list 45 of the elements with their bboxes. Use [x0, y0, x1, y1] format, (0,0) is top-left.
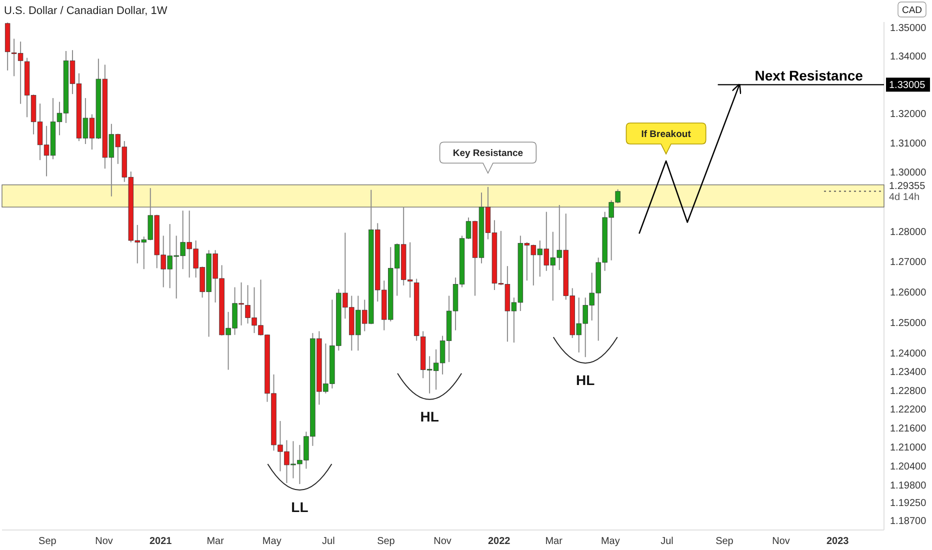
annotation: Key Resistance [452, 148, 524, 160]
y-tick-label: 1.21000 [890, 442, 927, 454]
y-tick-label: 1.19800 [890, 480, 927, 492]
y-tick-label: 1.30000 [890, 168, 927, 179]
y-tick-label: 1.24000 [890, 348, 927, 360]
x-tick-label: Nov [95, 536, 113, 547]
y-tick-label: 1.26000 [890, 287, 927, 298]
x-tick-label: Mar [545, 536, 564, 547]
x-tick-label: May [262, 536, 282, 547]
x-tick-label: Nov [434, 536, 452, 547]
x-tick-label: Jul [322, 536, 335, 547]
annotation: HL [576, 372, 596, 388]
x-tick-label: Mar [206, 536, 225, 547]
y-tick-label: 1.22800 [890, 386, 927, 397]
text: CAD [902, 5, 922, 16]
ref-line-label: 1.29355 [889, 181, 926, 192]
x-tick-label: 2021 [149, 536, 172, 547]
x-tick-label: Jul [660, 536, 674, 547]
x-tick-label: 2022 [488, 536, 511, 547]
y-tick-label: 1.23400 [890, 367, 927, 378]
x-tick-label: Nov [772, 536, 790, 547]
x-tick-label: May [600, 536, 620, 547]
annotation: If Breakout [641, 128, 692, 140]
y-tick-label: 1.25000 [890, 318, 927, 329]
y-tick-label: 1.21600 [890, 423, 927, 434]
text: 4d 14h [889, 192, 920, 204]
annotation: LL [291, 499, 309, 516]
x-tick-label: Sep [716, 536, 734, 547]
x-tick-label: 2023 [826, 536, 850, 547]
x-tick-label: Sep [377, 536, 396, 547]
y-tick-label: 1.34000 [890, 52, 927, 63]
ref-line-label: 1.33005 [889, 80, 926, 92]
y-tick-label: 1.20400 [890, 461, 927, 472]
x-tick-label: Sep [38, 536, 57, 547]
annotation: HL [420, 408, 440, 424]
y-tick-label: 1.22200 [890, 404, 927, 416]
y-tick-label: 1.27000 [890, 257, 927, 268]
y-tick-label: 1.28000 [890, 227, 927, 238]
annotation: Next Resistance [754, 68, 864, 84]
y-tick-label: 1.19250 [890, 498, 927, 510]
chart-title: U.S. Dollar / Canadian Dollar, 1W [4, 5, 168, 17]
y-tick-label: 1.18700 [890, 516, 927, 527]
y-tick-label: 1.31000 [890, 138, 927, 150]
y-tick-label: 1.35000 [890, 23, 927, 34]
y-tick-label: 1.32000 [890, 109, 927, 120]
